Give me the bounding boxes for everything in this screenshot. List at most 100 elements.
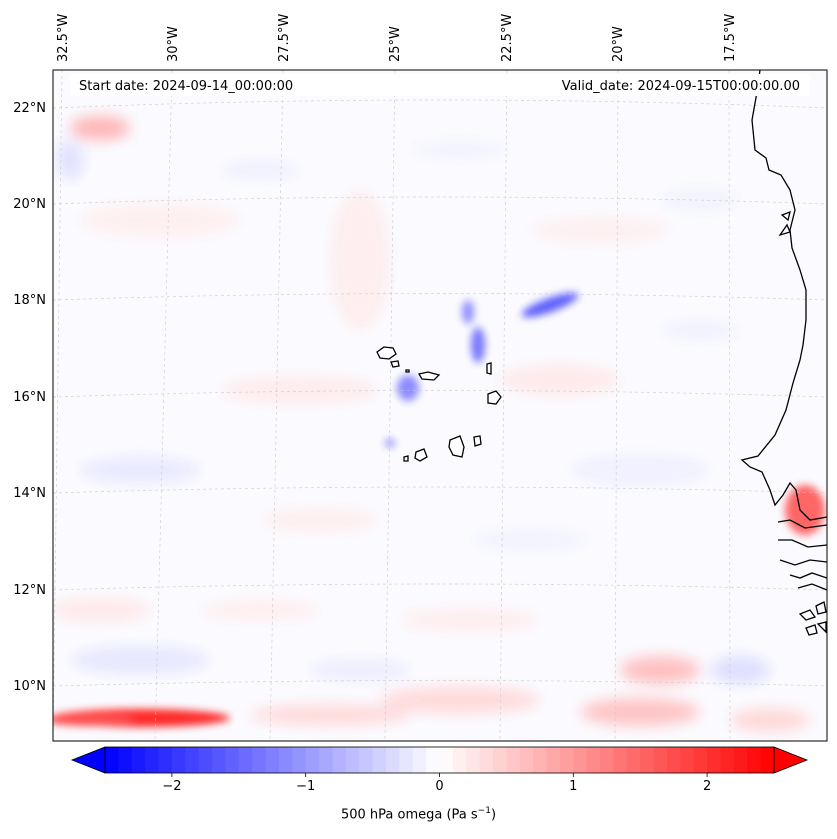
lat-label: 16°N <box>13 390 46 405</box>
lon-label: 25°W <box>388 26 403 62</box>
colorbar-tick-label: 1 <box>569 779 577 794</box>
omega-strong-ascent <box>521 292 579 318</box>
island-sao-vicente <box>390 360 400 368</box>
lat-label: 12°N <box>13 583 46 598</box>
colorbar-segment <box>131 747 146 773</box>
colorbar-label: 500 hPa omega (Pa s−1) <box>340 806 497 823</box>
omega-patch <box>710 656 770 684</box>
gridline-lon <box>499 70 508 741</box>
lon-label: 32.5°W <box>56 14 71 62</box>
omega-patch <box>470 528 590 552</box>
colorbar-extend-high <box>773 746 809 774</box>
lat-labels: 22°N 20°N 18°N 16°N 14°N 12°N 10°N <box>13 101 46 694</box>
colorbar-segment <box>292 747 307 773</box>
omega-patch <box>260 508 380 532</box>
colorbar-segment <box>760 747 775 773</box>
colorbar-segment <box>519 747 534 773</box>
omega-strong-ascent <box>462 300 474 324</box>
island-sao-nicolau <box>417 371 441 381</box>
omega-strong-subsidence <box>53 714 135 726</box>
bijagos-island <box>798 609 817 621</box>
omega-patch <box>80 202 240 238</box>
island-santo-antao <box>376 346 397 360</box>
colorbar-segment <box>105 747 119 773</box>
omega-patch <box>660 188 740 212</box>
bijagos-island <box>816 621 827 634</box>
colorbar-segment <box>640 747 655 773</box>
colorbar-tick-label: −2 <box>162 779 181 794</box>
colorbar-segment <box>546 747 561 773</box>
colorbar-segment <box>278 747 293 773</box>
gridline-lat <box>53 486 827 494</box>
omega-patch <box>250 705 410 725</box>
colorbar-segment <box>493 747 507 773</box>
colorbar-segment <box>479 747 494 773</box>
colorbar-segment <box>252 747 267 773</box>
colorbar-segment <box>586 747 601 773</box>
lat-label: 18°N <box>13 293 46 308</box>
colorbar-tick-label: 2 <box>703 779 711 794</box>
island-fogo <box>414 448 428 462</box>
colorbar-segment <box>225 747 240 773</box>
colorbar-segment <box>238 747 253 773</box>
colorbar-segment <box>559 747 574 773</box>
omega-patch <box>56 140 84 180</box>
colorbar: −2 −1 0 1 2 <box>70 746 809 794</box>
cabo-verde-islands <box>376 346 502 462</box>
colorbar-segment <box>359 747 374 773</box>
map-frame <box>52 69 828 742</box>
gridline-lat <box>53 99 827 109</box>
omega-patch <box>380 686 540 714</box>
colorbar-segment <box>332 747 347 773</box>
island-boa-vista <box>487 390 502 405</box>
colorbar-segment <box>533 747 548 773</box>
coastline-guinea-bissau <box>797 583 827 591</box>
coastline-guinea-bissau <box>789 572 827 579</box>
colorbar-segment <box>733 747 748 773</box>
omega-patch <box>310 660 410 680</box>
gridline-lon <box>384 70 396 741</box>
gridlines <box>53 70 827 741</box>
bijagos-island <box>805 624 818 636</box>
colorbar-segment <box>653 747 668 773</box>
island-sal <box>486 362 492 375</box>
coastline-cape <box>778 223 791 237</box>
colorbar-segment <box>613 747 628 773</box>
gridline-lat <box>53 680 827 687</box>
gridline-lat <box>53 293 827 301</box>
colorbar-segment <box>426 747 441 773</box>
colorbar-segment <box>666 747 681 773</box>
valid-date-label: Valid_date: 2024-09-15T00:00:00.00 <box>562 79 800 94</box>
lon-labels: 32.5°W 30°W 27.5°W 25°W 22.5°W 20°W 17.5… <box>56 14 738 62</box>
island-santa-luzia <box>405 369 410 373</box>
lat-label: 22°N <box>13 101 46 116</box>
colorbar-ticks: −2 −1 0 1 2 <box>162 773 711 794</box>
colorbar-segment <box>385 747 400 773</box>
colorbar-segment <box>573 747 588 773</box>
gridline-lon <box>269 70 284 741</box>
coastline-casamance <box>779 559 827 566</box>
bijagos-island <box>815 601 827 615</box>
colorbar-segment <box>452 747 467 773</box>
omega-patch <box>580 698 700 726</box>
colorbar-tick-label: −1 <box>296 779 315 794</box>
lon-label: 27.5°W <box>277 14 292 62</box>
colorbar-segment <box>506 747 521 773</box>
colorbar-segment <box>466 747 481 773</box>
gridline-lon <box>728 70 731 741</box>
colorbar-segment <box>412 747 427 773</box>
colorbar-segment <box>319 747 334 773</box>
lon-label: 20°W <box>611 26 626 62</box>
gridline-lat <box>53 390 827 398</box>
gridline-lon <box>154 70 173 741</box>
colorbar-segment <box>118 747 133 773</box>
omega-patch <box>220 160 300 180</box>
omega-patch <box>660 320 740 340</box>
omega-patch <box>80 456 200 484</box>
coastline-gambia-south <box>778 539 827 548</box>
colorbar-segment <box>158 747 173 773</box>
omega-strong-ascent <box>471 327 485 363</box>
omega-patch <box>530 216 670 244</box>
omega-patch <box>70 646 210 674</box>
